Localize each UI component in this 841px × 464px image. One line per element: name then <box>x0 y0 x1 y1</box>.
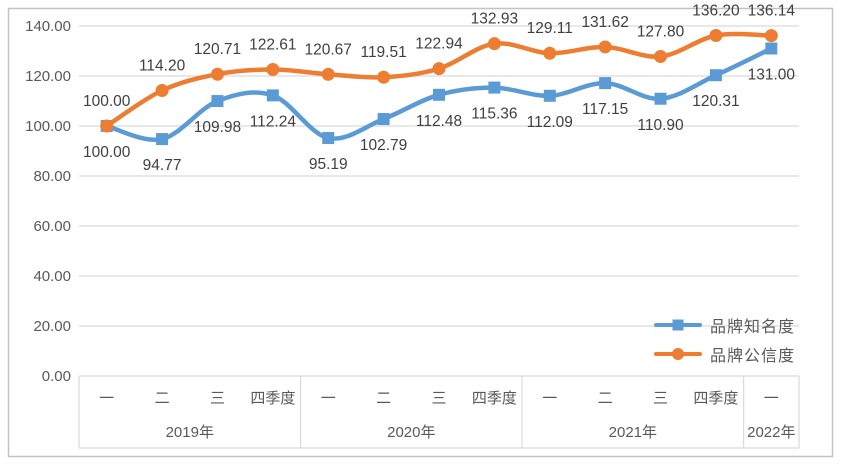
data-point-marker-square <box>654 92 667 105</box>
data-label: 131.00 <box>748 67 796 84</box>
data-point-marker-circle <box>543 46 557 60</box>
data-point-marker-circle <box>155 84 169 97</box>
x-quarter-label: 三 <box>210 390 225 407</box>
data-point-marker-circle <box>764 29 778 43</box>
y-tick-label: 80.00 <box>33 168 71 185</box>
data-point-marker-circle <box>100 119 114 133</box>
data-point-marker-circle <box>377 70 391 84</box>
x-quarter-label: 一 <box>764 390 779 407</box>
x-quarter-label: 二 <box>598 390 613 407</box>
x-year-label: 2021年 <box>609 424 657 441</box>
data-label: 120.71 <box>194 41 241 58</box>
data-label: 136.14 <box>748 3 796 20</box>
data-point-marker-square <box>765 42 778 55</box>
data-label: 112.48 <box>416 113 462 130</box>
legend-marker-square-icon <box>652 314 704 336</box>
x-quarter-label: 四季度 <box>250 390 295 407</box>
data-label: 122.94 <box>415 36 463 53</box>
data-label: 132.93 <box>471 11 518 28</box>
data-point-marker-square <box>322 132 335 145</box>
x-quarter-label: 三 <box>431 390 446 407</box>
data-point-marker-circle <box>266 62 280 76</box>
series-lines <box>100 29 778 146</box>
legend-item-brand-awareness: 品牌知名度 <box>652 314 795 336</box>
x-year-label: 2020年 <box>387 424 435 441</box>
x-quarter-label: 四季度 <box>693 390 738 407</box>
data-label: 120.67 <box>305 41 352 58</box>
data-label: 100.00 <box>83 144 131 161</box>
data-label: 94.77 <box>143 157 182 174</box>
data-label: 117.15 <box>582 101 628 118</box>
y-tick-label: 100.00 <box>25 118 71 135</box>
x-axis-table: 一 二 三 四季度 一 二 三 四季度 一 二 三 四季度 一 2019年 2020年 2021年 2022年 <box>78 376 800 449</box>
x-year-label: 2022年 <box>747 424 795 441</box>
data-label: 127.80 <box>637 24 685 41</box>
data-label: 109.98 <box>194 119 241 136</box>
y-tick-label: 140.00 <box>25 18 71 35</box>
data-point-marker-square <box>266 89 279 102</box>
data-label: 110.90 <box>637 117 684 134</box>
data-point-marker-circle <box>654 50 668 63</box>
y-tick-label: 20.00 <box>33 318 71 335</box>
data-point-marker-square <box>433 88 445 101</box>
data-label: 95.19 <box>309 156 348 173</box>
data-point-marker-square <box>211 95 224 108</box>
x-quarter-label: 三 <box>653 390 668 407</box>
data-label: 136.20 <box>692 3 740 20</box>
x-year-label: 2019年 <box>166 424 214 441</box>
data-label: 102.79 <box>360 137 407 154</box>
y-tick-label: 120.00 <box>25 68 71 85</box>
data-point-marker-square <box>543 89 556 102</box>
data-label: 100.00 <box>83 93 131 110</box>
data-point-marker-circle <box>321 67 335 81</box>
y-tick-label: 60.00 <box>33 218 71 235</box>
data-label: 115.36 <box>471 106 517 123</box>
data-label: 119.51 <box>360 44 406 61</box>
data-point-marker-circle <box>487 37 501 51</box>
data-label: 114.20 <box>139 58 186 75</box>
data-point-marker-circle <box>598 40 612 54</box>
data-label: 131.62 <box>581 14 628 31</box>
x-quarter-label: 四季度 <box>472 390 517 407</box>
data-label: 112.09 <box>527 114 573 131</box>
chart-border <box>7 7 834 458</box>
data-point-marker-square <box>709 69 722 82</box>
x-quarter-label: 一 <box>99 390 114 407</box>
data-point-marker-square <box>599 77 612 90</box>
legend-marker-circle-icon <box>652 343 704 365</box>
x-quarter-label: 二 <box>155 390 170 407</box>
data-point-marker-square <box>488 81 501 94</box>
data-label: 129.11 <box>527 20 573 37</box>
data-label: 120.31 <box>692 93 739 110</box>
data-point-marker-square <box>377 113 390 126</box>
data-point-marker-circle <box>709 29 723 42</box>
y-tick-label: 0.00 <box>42 368 71 385</box>
legend-label-brand-awareness: 品牌知名度 <box>710 319 796 336</box>
data-point-marker-circle <box>432 62 446 76</box>
data-label: 112.24 <box>250 113 297 130</box>
x-quarter-label: 一 <box>321 390 336 407</box>
legend: 品牌知名度 品牌公信度 <box>652 314 795 365</box>
x-quarter-label: 一 <box>542 390 557 407</box>
legend-label-brand-credibility: 品牌公信度 <box>710 348 796 365</box>
data-label: 122.61 <box>249 36 296 53</box>
data-point-marker-circle <box>210 67 224 81</box>
legend-item-brand-credibility: 品牌公信度 <box>652 343 795 365</box>
y-tick-label: 40.00 <box>33 268 71 285</box>
x-quarter-label: 二 <box>376 390 391 407</box>
data-point-marker-square <box>156 133 169 146</box>
y-axis-labels: 0.00 20.00 40.00 60.00 80.00 100.00 120.00 140.… <box>25 18 71 385</box>
data-labels: 100.00 94.77 109.98 112.24 95.19 102.79 112.48… <box>83 3 795 175</box>
